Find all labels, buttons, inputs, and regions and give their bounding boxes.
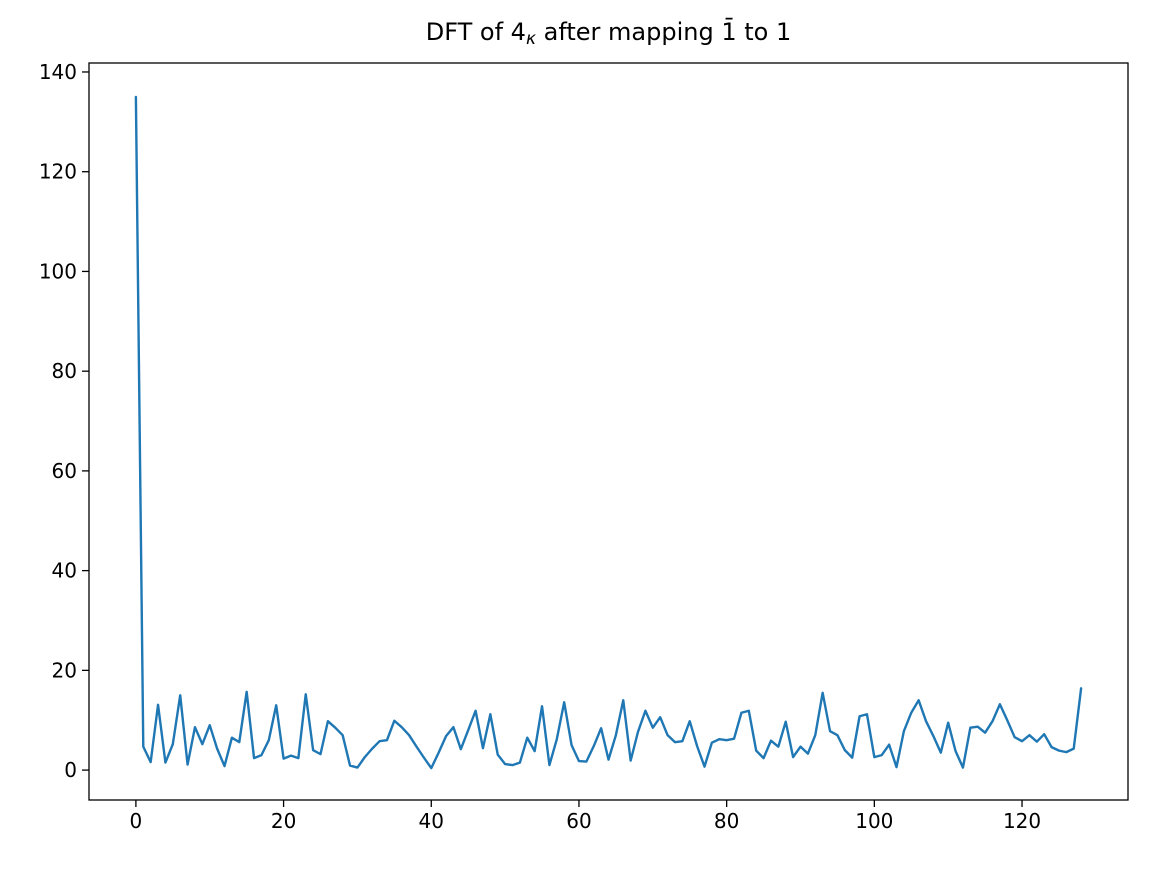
y-tick-label: 80 bbox=[52, 359, 77, 383]
x-tick-label: 100 bbox=[855, 809, 893, 833]
x-tick-label: 120 bbox=[1003, 809, 1041, 833]
x-tick-label: 80 bbox=[714, 809, 739, 833]
plot-frame bbox=[88, 62, 1129, 801]
y-tick-label: 20 bbox=[52, 658, 77, 682]
y-tick-label: 100 bbox=[39, 259, 77, 283]
y-tick-label: 40 bbox=[52, 559, 77, 583]
y-tick-label: 120 bbox=[39, 160, 77, 184]
x-tick-label: 60 bbox=[566, 809, 591, 833]
y-tick-label: 140 bbox=[39, 60, 77, 84]
chart-title-subscript: κ bbox=[525, 29, 536, 49]
x-tick-label: 0 bbox=[130, 809, 143, 833]
data-line bbox=[134, 95, 1083, 770]
y-tick-label: 0 bbox=[64, 758, 77, 782]
x-tick-label: 20 bbox=[271, 809, 296, 833]
x-tick-label: 40 bbox=[419, 809, 444, 833]
y-tick-label: 60 bbox=[52, 459, 77, 483]
chart-title-prefix: DFT of 4 bbox=[425, 18, 526, 46]
chart-title-suffix: after mapping 1̄ to 1 bbox=[535, 18, 792, 46]
chart-title: DFT of 4κ after mapping 1̄ to 1 bbox=[89, 18, 1128, 49]
